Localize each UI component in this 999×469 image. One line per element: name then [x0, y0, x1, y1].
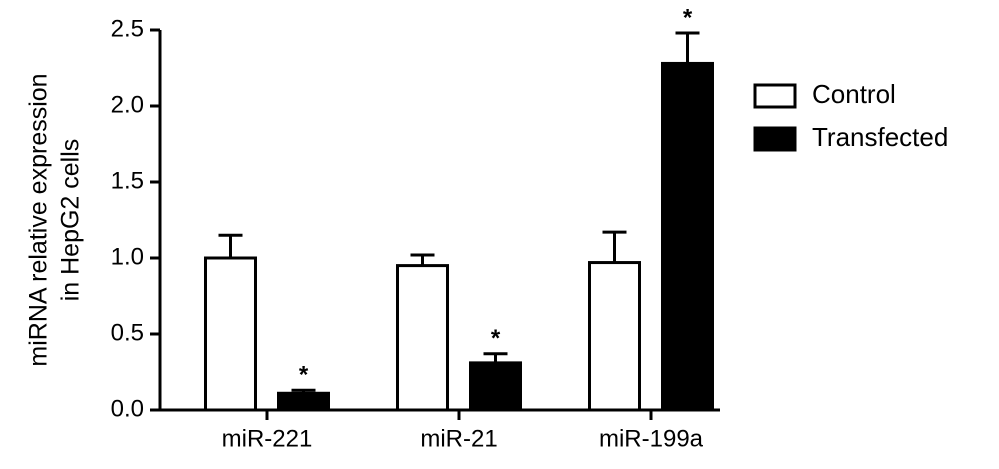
- bar: [204, 256, 257, 412]
- significance-marker: *: [683, 4, 693, 31]
- y-label-line: in HepG2 cells: [57, 139, 85, 302]
- x-tick-label: miR-221: [222, 425, 313, 452]
- y-tick-label: 2.0: [111, 91, 144, 118]
- y-tick-label: 1.5: [111, 167, 144, 194]
- legend-label: Control: [812, 79, 896, 109]
- y-tick-label: 1.0: [111, 243, 144, 270]
- x-tick-label: miR-21: [420, 425, 497, 452]
- y-tick-label: 0.5: [111, 319, 144, 346]
- significance-marker: *: [491, 325, 501, 352]
- bar: [661, 61, 714, 412]
- bar: [469, 361, 522, 412]
- bar: [396, 264, 449, 412]
- legend-label: Transfected: [812, 122, 948, 152]
- legend-swatch: [753, 126, 797, 152]
- y-label-line: miRNA relative expression: [25, 73, 53, 366]
- x-tick-label: miR-199a: [599, 425, 704, 452]
- y-axis-title: miRNA relative expression in HepG2 cells: [25, 73, 85, 366]
- bar: [277, 391, 330, 412]
- significance-marker: *: [299, 362, 309, 389]
- bar: [588, 261, 641, 412]
- legend-swatch: [753, 83, 797, 109]
- y-tick-label: 0.0: [111, 395, 144, 422]
- y-tick-label: 2.5: [111, 15, 144, 42]
